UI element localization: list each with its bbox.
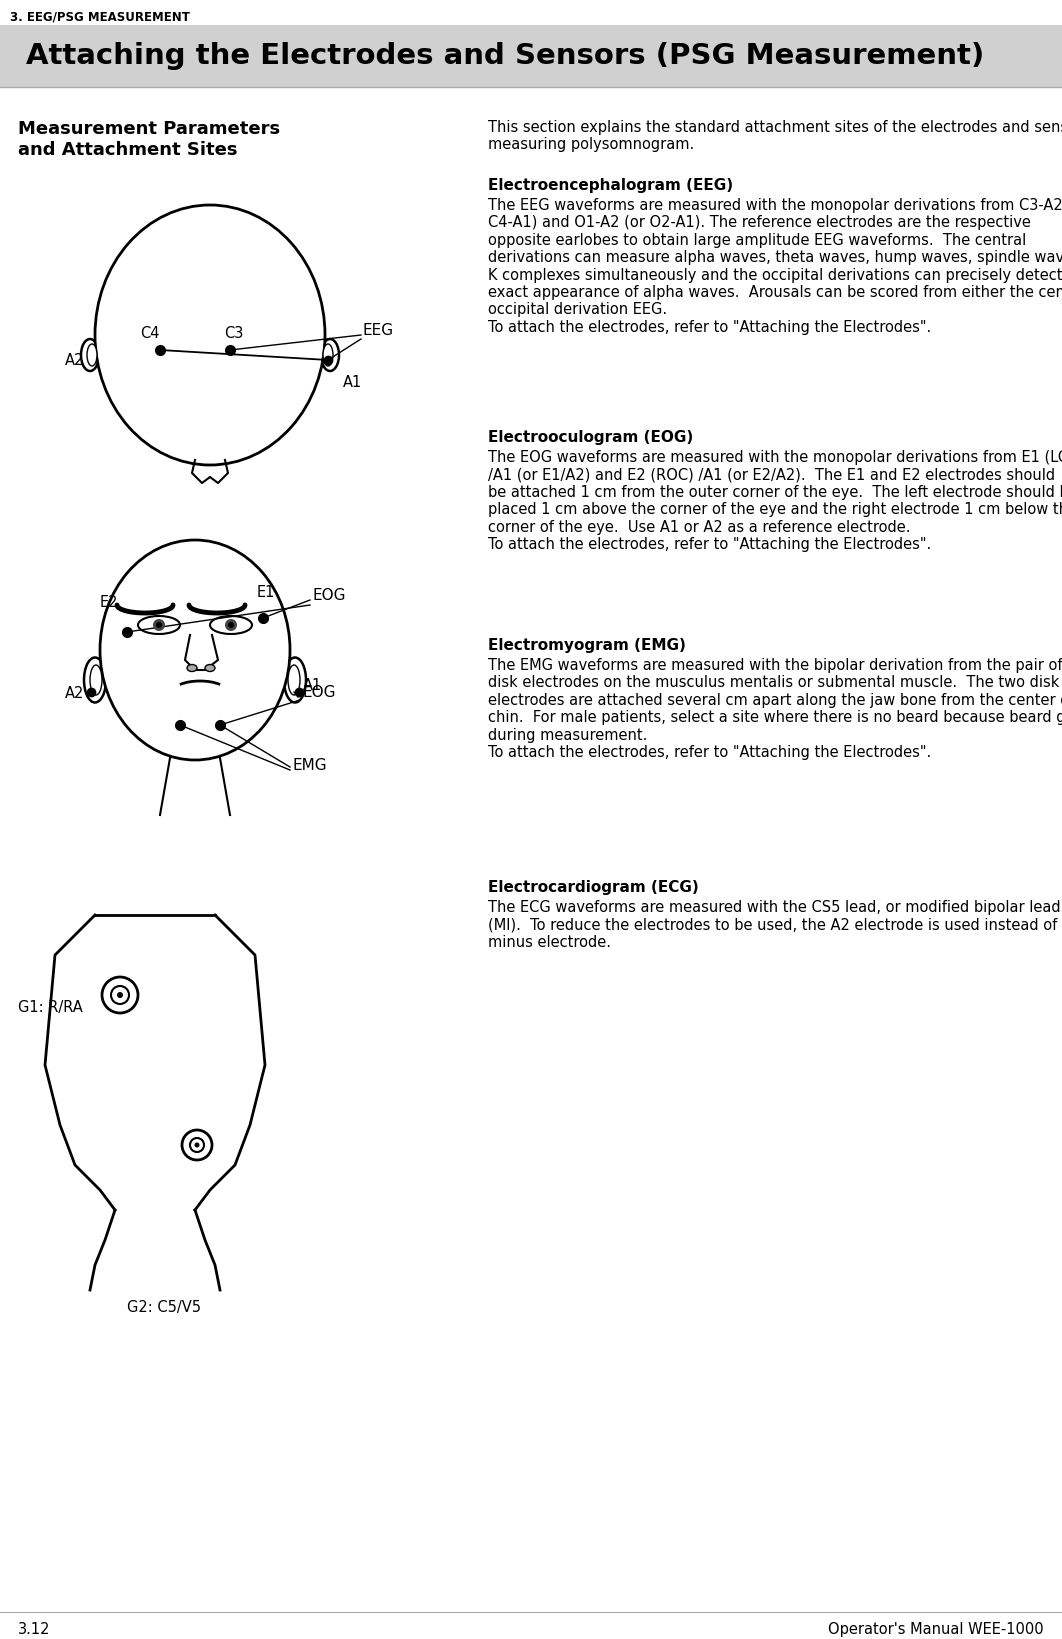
Text: A1: A1 <box>303 679 322 693</box>
Ellipse shape <box>205 664 215 672</box>
Circle shape <box>117 992 123 998</box>
Ellipse shape <box>81 339 99 370</box>
Ellipse shape <box>323 344 333 365</box>
Text: EOG: EOG <box>312 588 345 603</box>
Text: The EOG waveforms are measured with the monopolar derivations from E1 (LOC)
/A1 : The EOG waveforms are measured with the … <box>489 451 1062 552</box>
Text: A1: A1 <box>343 375 362 390</box>
Text: Measurement Parameters
and Attachment Sites: Measurement Parameters and Attachment Si… <box>18 120 280 159</box>
Text: Electrocardiogram (ECG): Electrocardiogram (ECG) <box>489 880 699 895</box>
Text: EEG: EEG <box>363 323 394 338</box>
Text: Operator's Manual WEE-1000: Operator's Manual WEE-1000 <box>828 1623 1044 1637</box>
Ellipse shape <box>95 205 325 465</box>
Ellipse shape <box>321 339 339 370</box>
Text: C4: C4 <box>140 326 159 341</box>
Circle shape <box>156 621 162 628</box>
Circle shape <box>225 620 237 631</box>
Text: G2: C5/V5: G2: C5/V5 <box>127 1300 201 1314</box>
Text: Attaching the Electrodes and Sensors (PSG Measurement): Attaching the Electrodes and Sensors (PS… <box>25 43 984 70</box>
Text: The EEG waveforms are measured with the monopolar derivations from C3-A2 (or
C4-: The EEG waveforms are measured with the … <box>489 198 1062 334</box>
Ellipse shape <box>100 539 290 760</box>
Circle shape <box>228 621 234 628</box>
Text: C3: C3 <box>224 326 243 341</box>
Circle shape <box>153 620 165 631</box>
Text: The ECG waveforms are measured with the CS5 lead, or modified bipolar lead
(MI).: The ECG waveforms are measured with the … <box>489 900 1062 949</box>
Text: 3. EEG/PSG MEASUREMENT: 3. EEG/PSG MEASUREMENT <box>10 11 190 25</box>
Text: EOG: EOG <box>302 685 336 700</box>
Ellipse shape <box>210 616 252 634</box>
Circle shape <box>182 1129 212 1160</box>
Text: A2: A2 <box>65 687 84 701</box>
Ellipse shape <box>187 664 196 672</box>
Text: E2: E2 <box>100 595 119 610</box>
Text: Electromyogram (EMG): Electromyogram (EMG) <box>489 638 686 652</box>
Text: Electroencephalogram (EEG): Electroencephalogram (EEG) <box>489 179 733 193</box>
Text: This section explains the standard attachment sites of the electrodes and sensor: This section explains the standard attac… <box>489 120 1062 152</box>
Ellipse shape <box>138 616 179 634</box>
Circle shape <box>194 1142 200 1147</box>
Text: A2: A2 <box>65 352 84 369</box>
Ellipse shape <box>284 657 306 703</box>
Ellipse shape <box>288 665 299 695</box>
Text: G1: R/RA: G1: R/RA <box>18 1000 83 1015</box>
Ellipse shape <box>90 665 102 695</box>
Text: EMG: EMG <box>292 757 327 774</box>
Ellipse shape <box>87 344 97 365</box>
Ellipse shape <box>84 657 106 703</box>
Text: 3.12: 3.12 <box>18 1623 51 1637</box>
Circle shape <box>190 1137 204 1152</box>
Text: E1: E1 <box>257 585 275 600</box>
Circle shape <box>102 977 138 1013</box>
Text: Electrooculogram (EOG): Electrooculogram (EOG) <box>489 429 693 446</box>
FancyBboxPatch shape <box>0 25 1062 87</box>
Circle shape <box>112 987 129 1005</box>
Text: The EMG waveforms are measured with the bipolar derivation from the pair of
disk: The EMG waveforms are measured with the … <box>489 657 1062 760</box>
